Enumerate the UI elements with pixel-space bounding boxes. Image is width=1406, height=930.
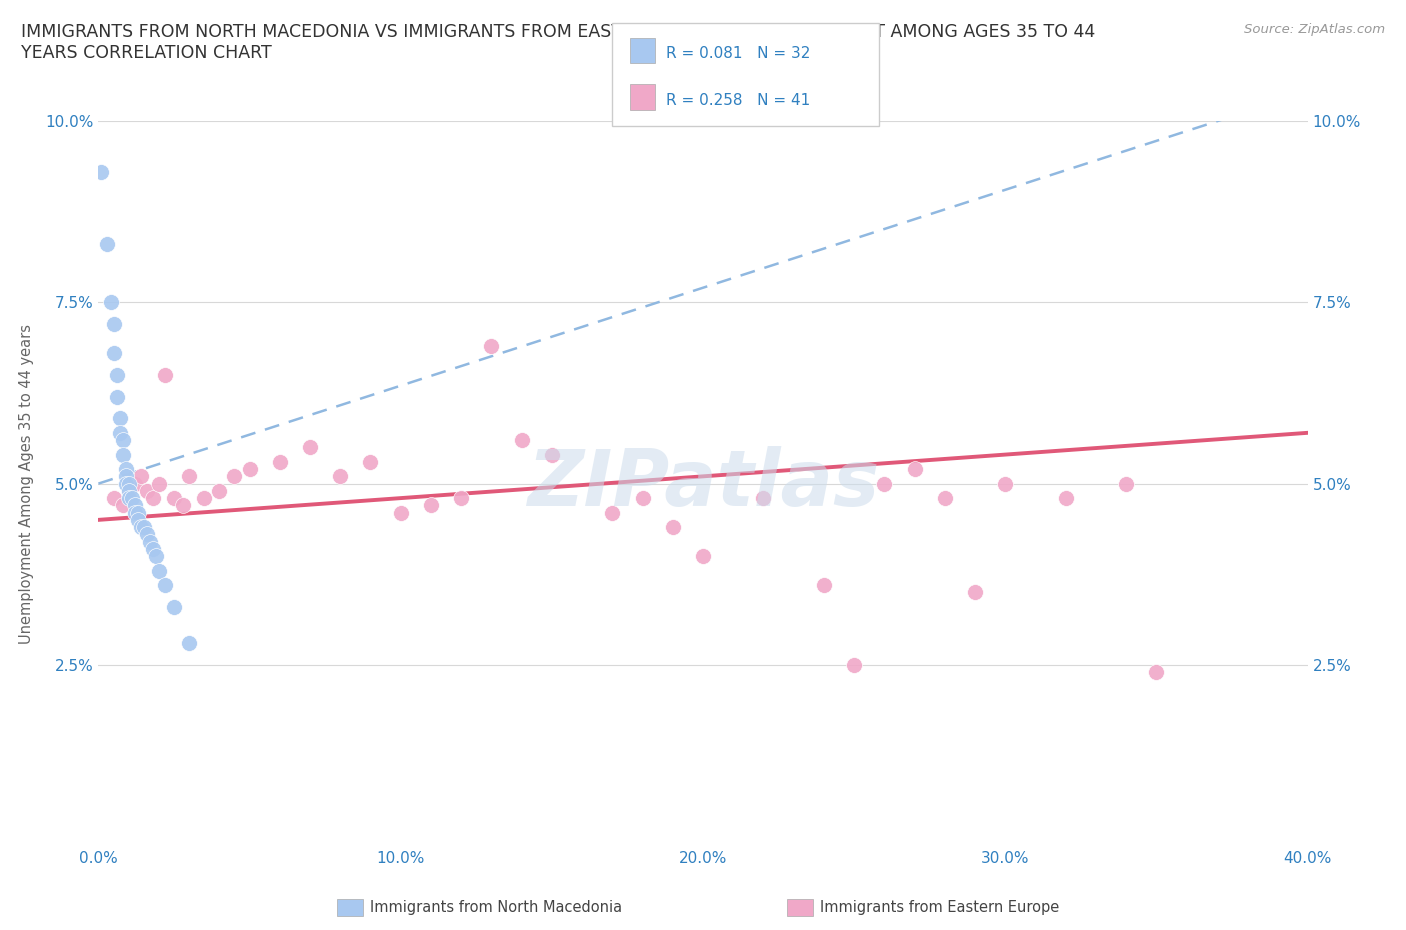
Point	[540, 447, 562, 462]
Point	[142, 491, 165, 506]
Point	[105, 389, 128, 404]
Point	[118, 491, 141, 506]
Point	[111, 447, 134, 462]
Point	[142, 541, 165, 556]
Point	[100, 295, 122, 310]
Point	[389, 505, 412, 520]
Point	[114, 469, 136, 484]
Point	[111, 498, 134, 512]
Point	[96, 237, 118, 252]
Y-axis label: Unemployment Among Ages 35 to 44 years: Unemployment Among Ages 35 to 44 years	[20, 324, 34, 644]
Point	[179, 636, 201, 651]
Point	[108, 411, 131, 426]
Point	[1054, 491, 1077, 506]
Point	[105, 367, 128, 382]
Point	[90, 165, 112, 179]
Point	[994, 476, 1017, 491]
Point	[114, 476, 136, 491]
Point	[148, 564, 170, 578]
Text: R = 0.258   N = 41: R = 0.258 N = 41	[666, 93, 811, 108]
Point	[118, 484, 141, 498]
Point	[965, 585, 987, 600]
Point	[114, 461, 136, 476]
Point	[118, 476, 141, 491]
Point	[103, 491, 125, 506]
Point	[420, 498, 443, 512]
Point	[208, 484, 231, 498]
Point	[329, 469, 352, 484]
Point	[631, 491, 654, 506]
Point	[752, 491, 775, 506]
Point	[118, 484, 141, 498]
Point	[172, 498, 194, 512]
Point	[153, 578, 176, 592]
Point	[602, 505, 624, 520]
Point	[135, 484, 157, 498]
Point	[224, 469, 246, 484]
Point	[124, 505, 146, 520]
Point	[103, 316, 125, 331]
Point	[662, 520, 685, 535]
Point	[239, 461, 262, 476]
Point	[127, 512, 149, 527]
Text: R = 0.081   N = 32: R = 0.081 N = 32	[666, 46, 811, 61]
Point	[299, 440, 322, 455]
Point	[844, 658, 866, 672]
Point	[127, 505, 149, 520]
Point	[510, 432, 533, 447]
Point	[148, 476, 170, 491]
Point	[145, 549, 167, 564]
Point	[934, 491, 956, 506]
Point	[111, 432, 134, 447]
Point	[1115, 476, 1137, 491]
Text: ZIPatlas: ZIPatlas	[527, 445, 879, 522]
Point	[193, 491, 215, 506]
Point	[481, 339, 503, 353]
Point	[269, 455, 291, 470]
Text: Source: ZipAtlas.com: Source: ZipAtlas.com	[1244, 23, 1385, 36]
Text: IMMIGRANTS FROM NORTH MACEDONIA VS IMMIGRANTS FROM EASTERN EUROPE UNEMPLOYMENT A: IMMIGRANTS FROM NORTH MACEDONIA VS IMMIG…	[21, 23, 1095, 62]
Point	[179, 469, 201, 484]
Point	[450, 491, 472, 506]
Text: Immigrants from Eastern Europe: Immigrants from Eastern Europe	[820, 900, 1059, 915]
Point	[163, 491, 186, 506]
Point	[121, 491, 143, 506]
Point	[139, 534, 162, 549]
Point	[129, 469, 152, 484]
Point	[124, 476, 146, 491]
Point	[163, 600, 186, 615]
Point	[873, 476, 896, 491]
Text: Immigrants from North Macedonia: Immigrants from North Macedonia	[370, 900, 621, 915]
Point	[103, 346, 125, 361]
Point	[132, 520, 155, 535]
Point	[129, 520, 152, 535]
Point	[135, 527, 157, 542]
Point	[1144, 665, 1167, 680]
Point	[692, 549, 714, 564]
Point	[153, 367, 176, 382]
Point	[124, 498, 146, 512]
Point	[904, 461, 927, 476]
Point	[360, 455, 382, 470]
Point	[813, 578, 835, 592]
Point	[108, 425, 131, 440]
